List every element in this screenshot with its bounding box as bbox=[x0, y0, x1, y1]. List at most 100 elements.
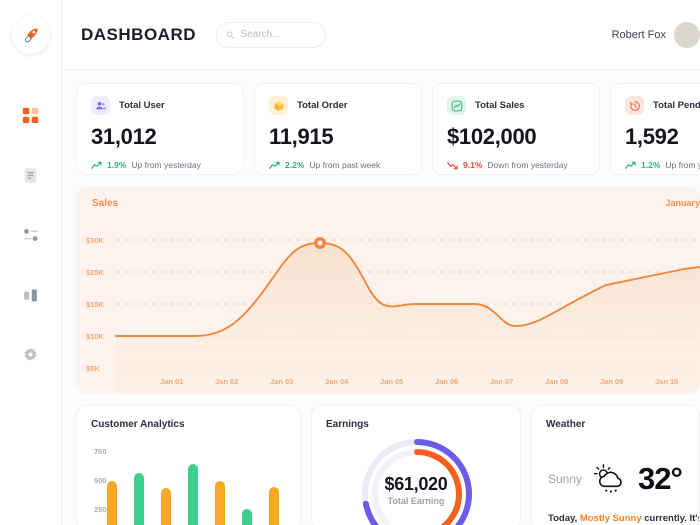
stat-card-total-order: Total Order 11,915 2.2% Up from past wee… bbox=[254, 83, 422, 175]
stat-trend-text: Down from yesterday bbox=[487, 160, 568, 170]
earnings-donut-chart bbox=[362, 439, 472, 525]
sales-area-chart bbox=[115, 237, 700, 394]
bar bbox=[215, 481, 225, 525]
rocket-logo-icon bbox=[24, 28, 38, 43]
stat-label: Total User bbox=[119, 100, 165, 111]
analytics-bar-chart bbox=[107, 464, 279, 525]
bar bbox=[242, 509, 252, 525]
search-input[interactable] bbox=[240, 29, 316, 40]
sales-xtick-4: Jan 05 bbox=[380, 377, 404, 386]
customer-analytics-title: Customer Analytics bbox=[91, 419, 185, 430]
page-title: DASHBOARD bbox=[81, 24, 196, 44]
search-box[interactable] bbox=[216, 21, 326, 48]
sidebar-nav bbox=[0, 102, 61, 368]
sales-xtick-5: Jan 06 bbox=[435, 377, 459, 386]
sales-xtick-3: Jan 04 bbox=[325, 377, 349, 386]
box-icon bbox=[269, 96, 288, 115]
app-logo[interactable] bbox=[11, 16, 50, 54]
earnings-ring-outer bbox=[362, 439, 472, 525]
trend-up-icon bbox=[625, 161, 636, 169]
analytics-ytick-500: 500 bbox=[94, 476, 107, 485]
weather-desc-suffix: currently. It's bbox=[641, 513, 700, 524]
grid-icon bbox=[22, 107, 39, 123]
weather-description: Today, Mostly Sunny currently. It's bbox=[532, 497, 699, 524]
trend-down-icon bbox=[447, 161, 458, 169]
sales-line bbox=[115, 242, 700, 337]
earnings-ring-inner bbox=[372, 449, 462, 525]
sales-ytick-10k: $10K bbox=[86, 332, 104, 341]
sales-chart-month: January bbox=[665, 198, 700, 208]
sales-xtick-0: Jan 01 bbox=[160, 377, 184, 386]
stat-trend-text: Up from past week bbox=[309, 160, 381, 170]
stat-trend-text: Up from yesterday bbox=[131, 160, 201, 170]
bar bbox=[161, 488, 171, 525]
sales-ytick-15k: $15K bbox=[86, 300, 104, 309]
stat-trend-pct: 2.2% bbox=[285, 160, 305, 170]
bar bbox=[134, 473, 144, 525]
stat-trend-pct: 1.9% bbox=[107, 160, 127, 170]
users-icon bbox=[91, 96, 110, 115]
weather-desc-highlight: Mostly Sunny bbox=[579, 513, 642, 524]
stat-trend: 1.9% Up from yesterday bbox=[91, 160, 229, 170]
weather-title: Weather bbox=[546, 419, 586, 430]
stat-trend: 9.1% Down from yesterday bbox=[447, 160, 585, 170]
sidebar bbox=[0, 0, 62, 525]
stat-card-total-pending: Total Pending 1,592 1.2% Up from yesterd… bbox=[610, 83, 700, 175]
stat-trend: 1.2% Up from yesterday bbox=[625, 160, 700, 170]
stat-card-total-user: Total User 31,012 1.9% Up from yesterday bbox=[76, 83, 244, 175]
sales-chart-card: Sales January $30K $25K $15K $10K $5K bbox=[76, 187, 700, 394]
stat-trend-pct: 9.1% bbox=[463, 160, 483, 170]
topbar: DASHBOARD Robert Fox bbox=[62, 0, 700, 70]
bar bbox=[107, 481, 117, 525]
search-icon bbox=[226, 31, 234, 39]
bar bbox=[188, 464, 198, 525]
bottom-row: Customer Analytics 750 500 250 bbox=[76, 405, 700, 525]
bar bbox=[269, 487, 279, 525]
weather-summary: Sunny bbox=[532, 430, 699, 497]
avatar[interactable] bbox=[674, 21, 700, 48]
stat-value: 31,012 bbox=[91, 124, 157, 149]
stat-value: 1,592 bbox=[625, 124, 679, 149]
stats-row: Total User 31,012 1.9% Up from yesterday bbox=[76, 83, 700, 175]
clock-icon bbox=[625, 96, 644, 115]
weather-desc-prefix: Today, bbox=[548, 513, 580, 524]
sales-xtick-6: Jan 07 bbox=[490, 377, 514, 386]
sun-cloud-rain-icon bbox=[593, 464, 622, 493]
earnings-subtitle: Total Earning bbox=[387, 496, 445, 506]
sales-xtick-7: Jan 08 bbox=[545, 377, 569, 386]
sales-xtick-1: Jan 02 bbox=[215, 377, 239, 386]
document-icon bbox=[24, 167, 37, 183]
sidebar-item-controls[interactable] bbox=[18, 222, 44, 248]
stat-trend: 2.2% Up from past week bbox=[269, 160, 407, 170]
analytics-ytick-250: 250 bbox=[94, 505, 107, 514]
trend-up-icon bbox=[91, 161, 102, 169]
sliders-icon bbox=[23, 229, 38, 241]
stat-card-total-sales: Total Sales $102,000 9.1% Down from yest… bbox=[432, 83, 600, 175]
customer-analytics-card: Customer Analytics 750 500 250 bbox=[76, 405, 301, 525]
analytics-ytick-750: 750 bbox=[94, 447, 107, 456]
sidebar-item-documents[interactable] bbox=[18, 162, 44, 188]
sales-ytick-5k: $5K bbox=[86, 364, 100, 373]
sidebar-item-dashboard[interactable] bbox=[18, 102, 44, 128]
sales-xtick-9: Jan 10 bbox=[655, 377, 679, 386]
stat-label: Total Sales bbox=[475, 100, 525, 111]
stat-header: Total Sales bbox=[447, 96, 585, 115]
sidebar-item-reports[interactable] bbox=[18, 282, 44, 308]
stat-trend-pct: 1.2% bbox=[641, 160, 661, 170]
gear-icon bbox=[24, 347, 37, 361]
user-menu[interactable]: Robert Fox bbox=[612, 21, 700, 48]
sales-area-fill bbox=[116, 243, 700, 394]
stat-header: Total User bbox=[91, 96, 229, 115]
sales-chart-title: Sales bbox=[92, 198, 119, 209]
sidebar-item-settings[interactable] bbox=[18, 342, 44, 368]
stat-header: Total Pending bbox=[625, 96, 700, 115]
stat-label: Total Pending bbox=[653, 100, 700, 111]
bar-chart-icon bbox=[24, 289, 37, 301]
sales-ytick-25k: $25K bbox=[86, 268, 104, 277]
stat-trend-text: Up from yesterday bbox=[665, 160, 700, 170]
sales-ytick-30k: $30K bbox=[86, 236, 104, 245]
main-content: Total User 31,012 1.9% Up from yesterday bbox=[62, 70, 700, 525]
trend-up-icon bbox=[269, 161, 280, 169]
earnings-title: Earnings bbox=[326, 419, 369, 430]
sales-xtick-8: Jan 09 bbox=[600, 377, 624, 386]
